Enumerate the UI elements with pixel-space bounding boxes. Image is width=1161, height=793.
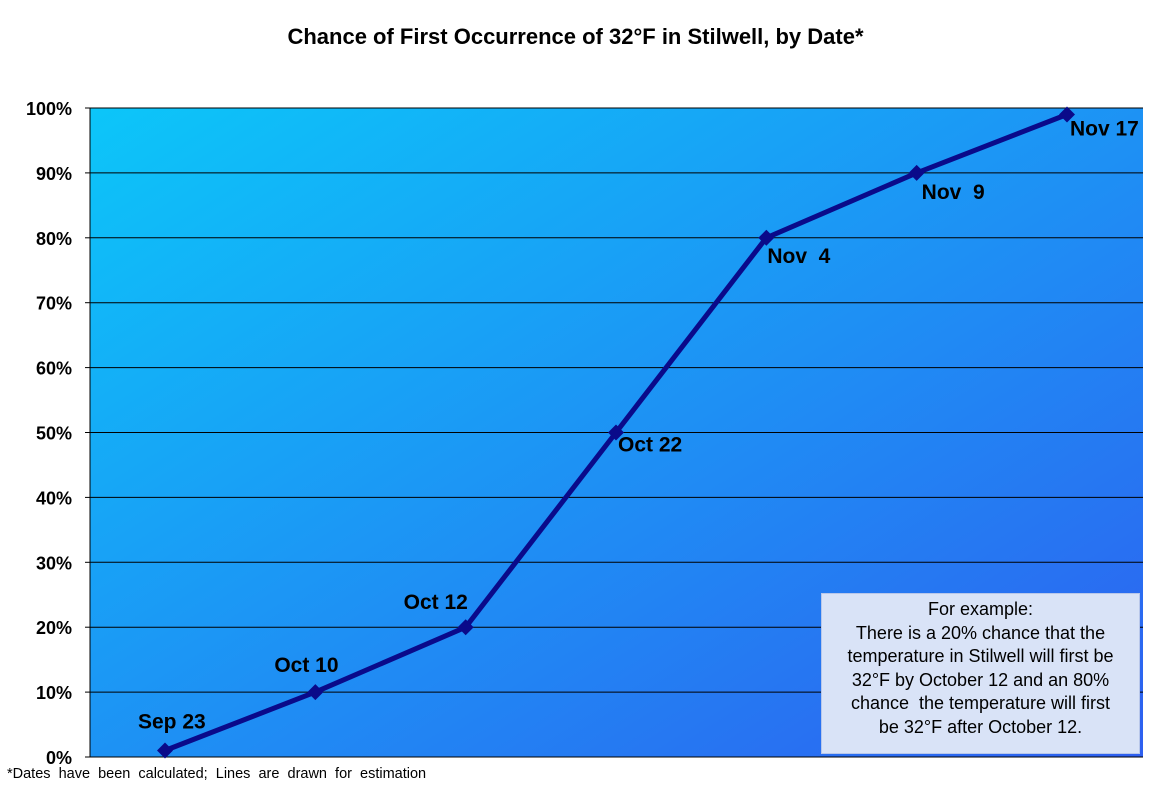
y-tick-label: 50% — [36, 424, 72, 444]
chart-title: Chance of First Occurrence of 32°F in St… — [287, 24, 864, 49]
data-point-label: Nov 9 — [922, 181, 985, 204]
y-tick-label: 10% — [36, 683, 72, 703]
note-line: temperature in Stilwell will first be — [847, 646, 1114, 666]
y-tick-label: 80% — [36, 229, 72, 249]
data-point-marker — [1059, 106, 1075, 123]
y-tick-label: 70% — [36, 294, 72, 314]
data-point-label: Oct 10 — [274, 654, 338, 677]
note-line: For example: — [927, 599, 1034, 619]
note-line: 32°F by October 12 and an 80% — [851, 669, 1110, 690]
data-point-label: Nov 17 — [1070, 117, 1139, 140]
data-point-marker — [758, 229, 775, 246]
data-point-label: Oct 22 — [618, 434, 682, 457]
data-point-marker — [307, 684, 324, 701]
note-line: be 32°F after October 12. — [878, 716, 1083, 737]
footnote: *Dates have been calculated; Lines are d… — [7, 766, 427, 782]
y-tick-label: 20% — [36, 618, 72, 638]
note-line: chance the temperature will first — [850, 693, 1111, 713]
data-point-label: Nov 4 — [767, 245, 830, 268]
data-labels: Sep 23 Oct 10 Oct 12 Oct 22 Nov 4 Nov 9 Nov 17 — [138, 117, 1139, 733]
gridlines — [90, 107, 1143, 693]
y-tick-label: 60% — [36, 359, 72, 379]
example-note-box: For example: There is a 20% chance that … — [821, 593, 1140, 754]
data-point-marker — [157, 742, 173, 759]
y-tick-label: 30% — [36, 553, 72, 573]
data-point-marker — [457, 619, 474, 636]
y-axis: 0% 10% 20% 30% 40% 50% 60% 70% 80% 90% 100% — [26, 99, 1143, 768]
data-point-marker — [908, 164, 925, 181]
data-point-marker — [608, 424, 624, 441]
y-tick-label: 40% — [36, 488, 72, 508]
note-line: There is a 20% chance that the — [855, 622, 1106, 643]
data-markers — [157, 106, 1075, 759]
y-tick-label: 0% — [46, 748, 72, 768]
data-point-label: Sep 23 — [138, 711, 206, 734]
y-tick-label: 90% — [36, 164, 72, 184]
data-point-label: Oct 12 — [404, 591, 468, 614]
y-tick-label: 100% — [26, 99, 72, 119]
